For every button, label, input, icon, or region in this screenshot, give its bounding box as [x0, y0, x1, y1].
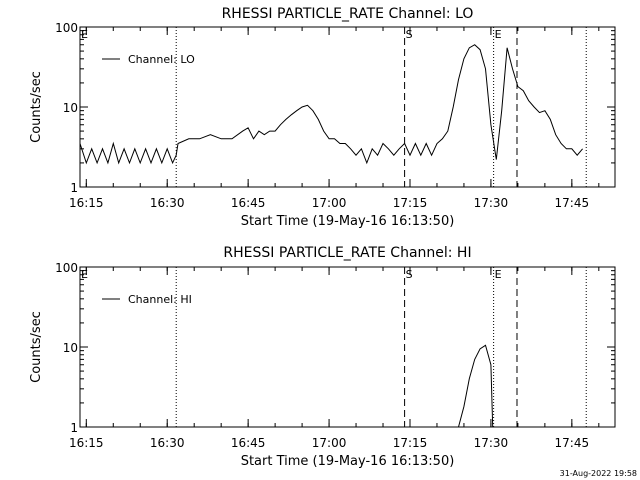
y-axis-label: Counts/sec: [29, 311, 44, 383]
event-marker-label: E: [81, 28, 88, 41]
plot-frame: [79, 266, 616, 428]
x-tick-label: 16:15: [69, 436, 104, 450]
y-axis-label: Counts/sec: [29, 71, 44, 143]
y-tick-label: 10: [63, 101, 78, 115]
footer-timestamp: 31-Aug-2022 19:58: [560, 469, 637, 478]
x-axis-label: Start Time (19-May-16 16:13:50): [241, 214, 455, 229]
y-tick-label: 1: [70, 421, 78, 435]
x-tick-label: 17:30: [474, 196, 509, 210]
x-tick-label: 16:45: [231, 436, 266, 450]
x-axis-label: Start Time (19-May-16 16:13:50): [241, 454, 455, 469]
series-line: [80, 44, 583, 165]
y-tick-label: 100: [55, 261, 78, 275]
x-tick-label: 17:15: [393, 436, 428, 450]
x-tick-label: 16:30: [150, 436, 185, 450]
x-tick-label: 17:15: [393, 196, 428, 210]
event-marker-label: E: [81, 268, 88, 281]
chart-panel-2: RHESSI PARTICLE_RATE Channel: HI 1 10 100 16…: [29, 245, 616, 469]
x-tick-label: 16:30: [150, 196, 185, 210]
chart-title: RHESSI PARTICLE_RATE Channel: HI: [223, 245, 471, 261]
event-marker-label: E: [495, 28, 502, 41]
chart-title: RHESSI PARTICLE_RATE Channel: LO: [222, 6, 474, 22]
y-tick-label: 100: [55, 21, 78, 35]
x-tick-label: 17:30: [474, 436, 509, 450]
legend-label: Channel: HI: [128, 293, 192, 306]
event-marker-label: S: [406, 28, 413, 41]
x-tick-label: 17:00: [312, 196, 347, 210]
legend-label: Channel: LO: [128, 53, 195, 66]
event-marker-label: E: [495, 268, 502, 281]
x-tick-label: 17:45: [555, 196, 590, 210]
series-line: [458, 344, 494, 427]
y-tick-label: 10: [63, 341, 78, 355]
x-tick-label: 17:00: [312, 436, 347, 450]
chart-panel-1: RHESSI PARTICLE_RATE Channel: LO 1 10 100 16…: [29, 6, 616, 229]
x-tick-label: 16:45: [231, 196, 266, 210]
x-tick-label: 16:15: [69, 196, 104, 210]
y-tick-label: 1: [70, 181, 78, 195]
x-tick-label: 17:45: [555, 436, 590, 450]
event-marker-label: S: [406, 268, 413, 281]
